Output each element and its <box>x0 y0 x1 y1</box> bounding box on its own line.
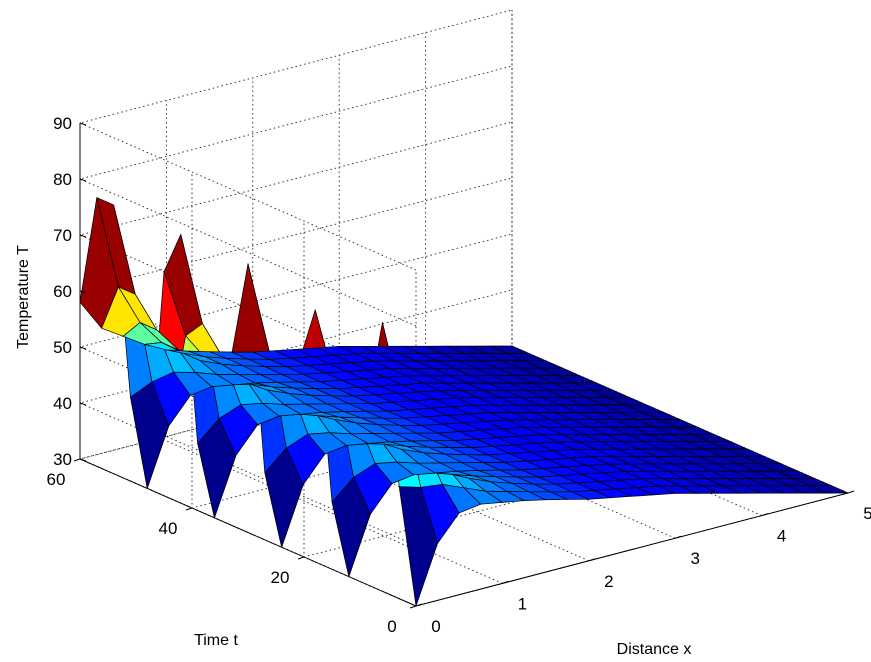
x-tick-label: 4 <box>777 527 786 546</box>
z-tick-label: 40 <box>53 394 72 413</box>
x-axis-line <box>415 492 849 607</box>
z-tick-label: 30 <box>53 450 72 469</box>
y-tick-mark <box>73 458 81 462</box>
y-axis-line <box>79 458 417 607</box>
x-tick-label: 5 <box>863 504 871 523</box>
x-tick-mark <box>847 490 855 494</box>
z-tick-label: 70 <box>53 226 72 245</box>
y-tick-mark <box>297 556 305 560</box>
grid-line-x <box>165 100 503 584</box>
z-tick-mark <box>79 178 87 182</box>
z-axis-label: Temperature T <box>15 245 32 349</box>
x-tick-mark <box>588 558 595 562</box>
x-tick-label: 0 <box>431 617 440 636</box>
grid-line-z <box>78 9 513 271</box>
y-tick-label: 40 <box>159 519 178 538</box>
grid-line-x <box>252 77 589 562</box>
z-tick-label: 50 <box>53 338 72 357</box>
y-tick-label: 20 <box>271 568 290 587</box>
z-tick-mark <box>79 458 87 462</box>
z-tick-mark <box>79 122 87 126</box>
axes <box>73 122 855 609</box>
y-tick-label: 60 <box>47 470 66 489</box>
y-axis-label: Time t <box>194 632 238 649</box>
x-tick-mark <box>675 535 682 539</box>
x-tick-label: 1 <box>518 594 527 613</box>
x-tick-mark <box>502 580 509 584</box>
z-tick-mark <box>79 234 87 238</box>
x-tick-label: 3 <box>690 549 699 568</box>
grid-line-z <box>78 289 513 551</box>
y-tick-mark <box>409 605 417 609</box>
y-tick-label: 0 <box>387 617 396 636</box>
z-tick-label: 80 <box>53 170 72 189</box>
z-tick-label: 60 <box>53 282 72 301</box>
surface <box>79 197 849 607</box>
z-tick-mark <box>79 402 87 406</box>
z-tick-label: 90 <box>53 114 72 133</box>
x-tick-mark <box>761 513 768 517</box>
grid-line-z <box>78 65 513 327</box>
y-tick-mark <box>185 507 193 511</box>
surface-patch <box>490 345 530 354</box>
x-axis-label: Distance x <box>617 641 692 658</box>
z-tick-mark <box>79 346 87 350</box>
x-tick-label: 2 <box>604 572 613 591</box>
z-tick-mark <box>79 290 87 294</box>
x-tick-mark <box>415 603 423 607</box>
